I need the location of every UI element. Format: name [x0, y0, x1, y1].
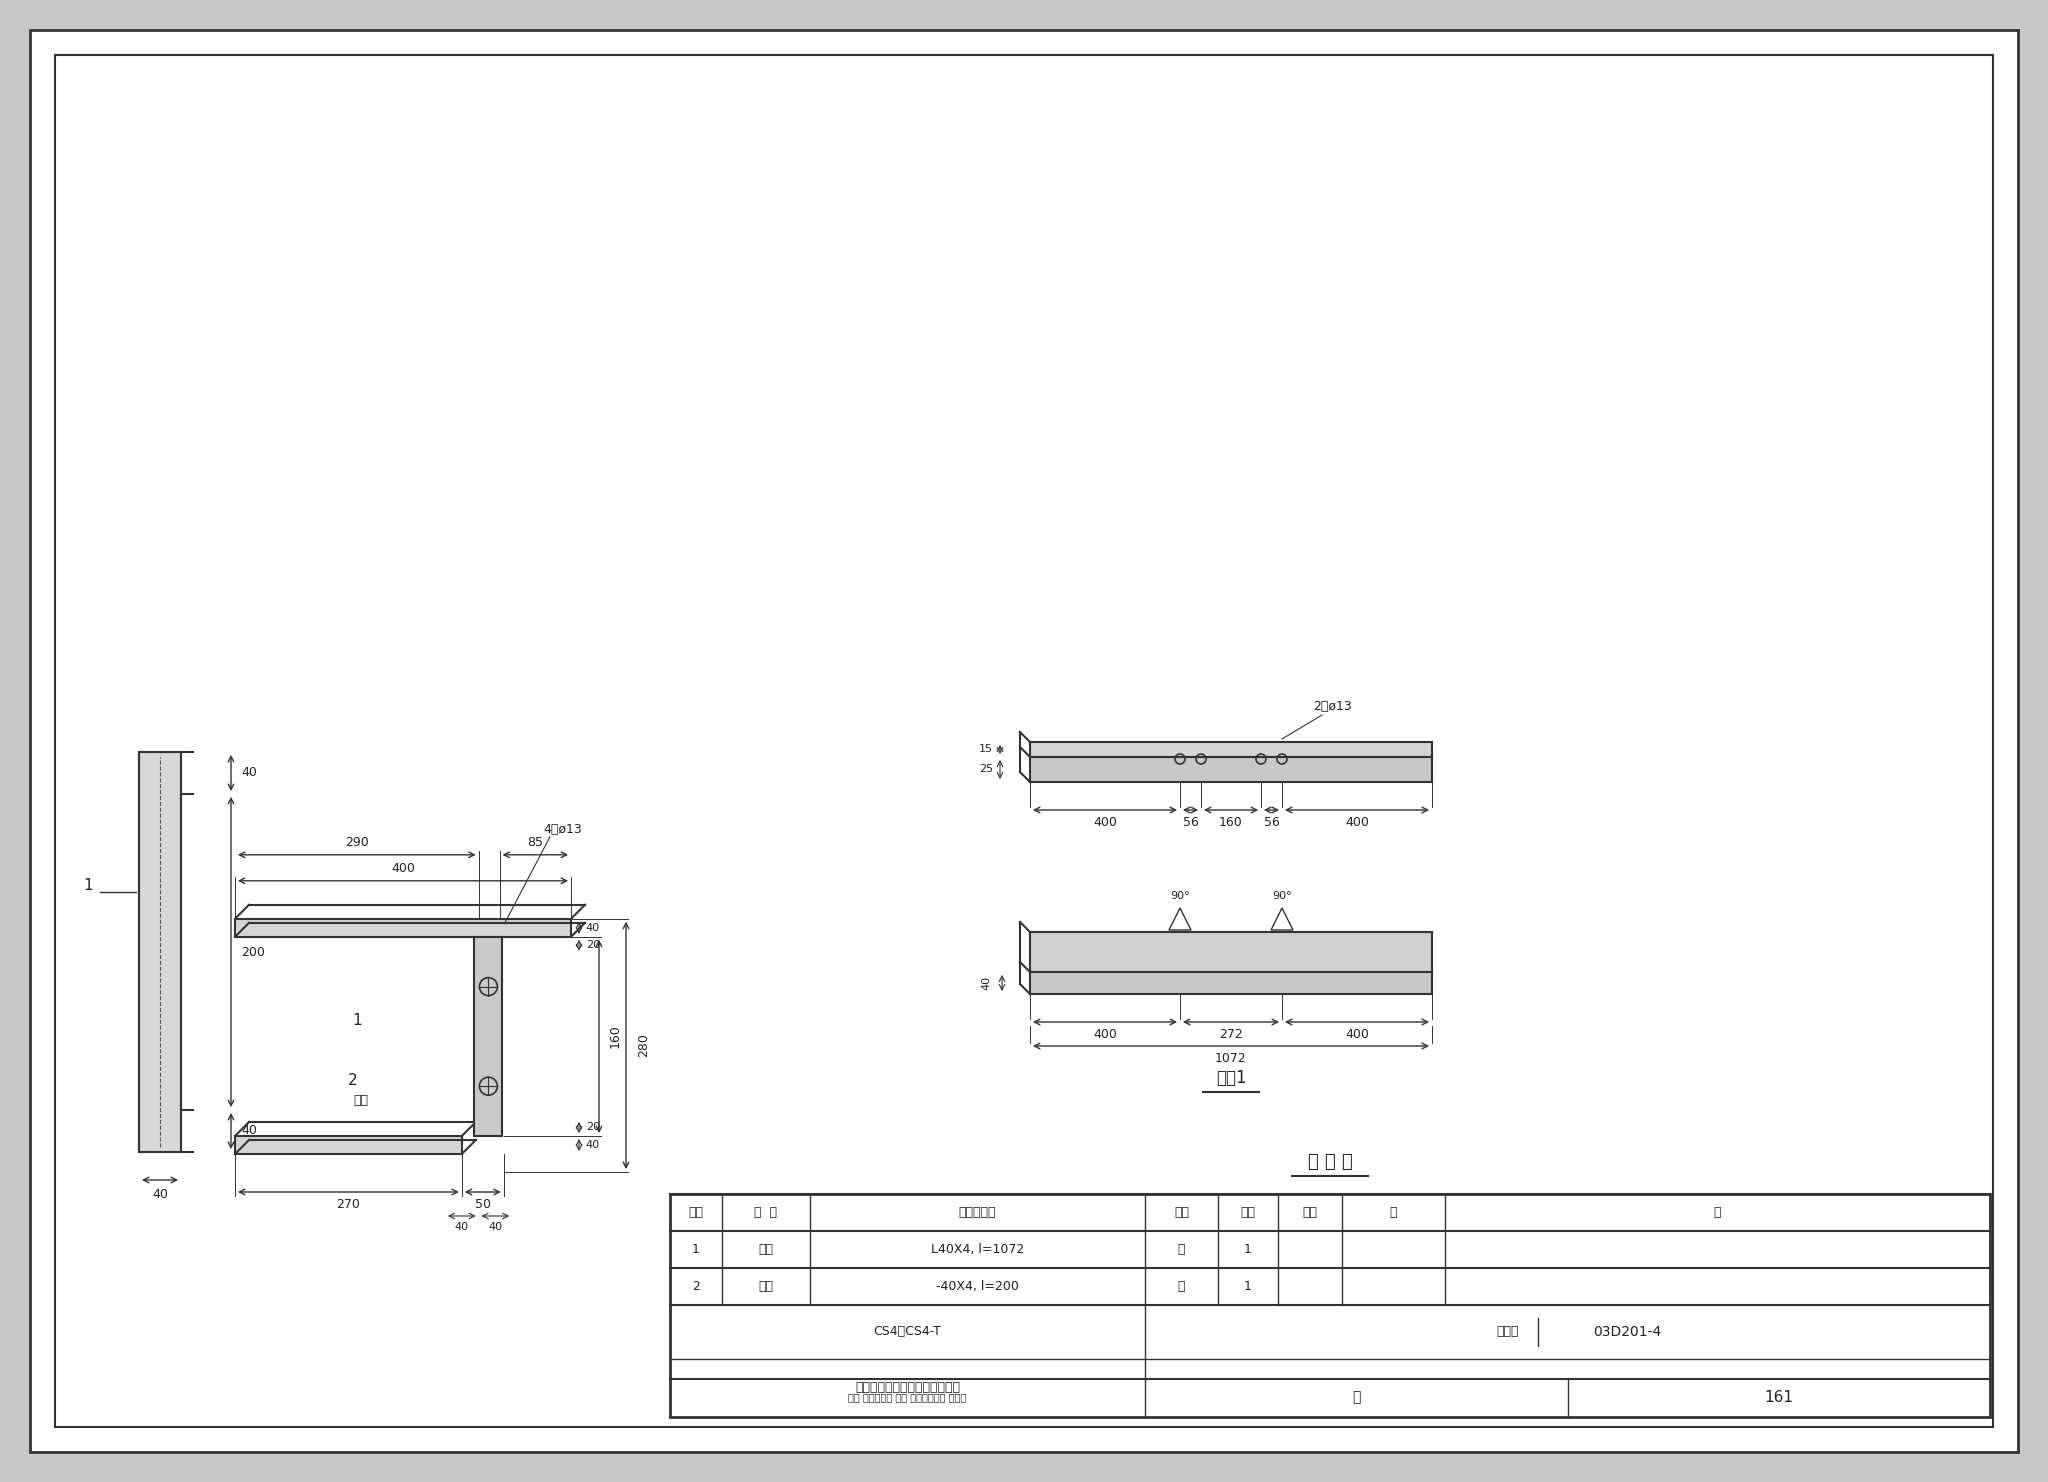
Text: 160: 160 [608, 1024, 621, 1048]
Bar [236, 919, 571, 937]
Text: 手力操动机构在墙上的安装支架: 手力操动机构在墙上的安装支架 [854, 1381, 961, 1395]
Text: 161: 161 [1763, 1390, 1794, 1405]
Bar [475, 937, 502, 1137]
Text: 40: 40 [487, 1223, 502, 1232]
Bar [139, 751, 180, 1152]
Text: 1: 1 [1243, 1243, 1251, 1257]
Bar [1030, 742, 1432, 757]
Text: 40: 40 [152, 1187, 168, 1200]
Text: CS4、CS4-T: CS4、CS4-T [874, 1325, 942, 1338]
Text: 40: 40 [586, 1140, 600, 1150]
Text: 270: 270 [336, 1199, 360, 1211]
Text: 20: 20 [586, 940, 600, 950]
Text: 280: 280 [637, 1033, 651, 1057]
Text: 根: 根 [1178, 1243, 1186, 1257]
Text: 400: 400 [1094, 817, 1116, 830]
Text: L40X4, l=1072: L40X4, l=1072 [932, 1243, 1024, 1257]
Bar [1030, 757, 1432, 782]
Text: 名  称: 名 称 [754, 1206, 778, 1220]
Bar [1030, 932, 1432, 972]
Text: 90°: 90° [1272, 891, 1292, 901]
Bar [236, 1137, 461, 1154]
Text: 290: 290 [344, 836, 369, 849]
Text: 1: 1 [352, 1012, 362, 1029]
Text: 50: 50 [475, 1199, 492, 1211]
Text: 审核 专业负责人 校对 张可东、设计 程务鲁: 审核 专业负责人 校对 张可东、设计 程务鲁 [848, 1392, 967, 1402]
Text: 400: 400 [1094, 1029, 1116, 1042]
Text: 数量: 数量 [1241, 1206, 1255, 1220]
Bar [139, 751, 180, 1152]
Text: 页: 页 [1352, 1390, 1360, 1403]
Text: 零件1: 零件1 [1217, 1069, 1247, 1086]
Text: 85: 85 [526, 836, 543, 849]
Text: 2: 2 [348, 1073, 358, 1088]
Text: 40: 40 [981, 977, 991, 990]
Text: 1: 1 [84, 879, 92, 894]
Text: 40: 40 [242, 766, 256, 780]
Text: 2孔ø13: 2孔ø13 [1313, 701, 1352, 713]
Text: 400: 400 [391, 863, 416, 876]
Text: 扁钢: 扁钢 [758, 1280, 774, 1292]
Text: 页次: 页次 [1303, 1206, 1317, 1220]
Text: 400: 400 [1346, 817, 1368, 830]
Text: 1: 1 [1243, 1280, 1251, 1292]
Text: 40: 40 [455, 1223, 469, 1232]
Text: 25: 25 [979, 765, 993, 775]
Text: 272: 272 [1219, 1029, 1243, 1042]
Text: 03D201-4: 03D201-4 [1593, 1325, 1661, 1338]
Text: 56: 56 [1182, 817, 1198, 830]
Text: 90°: 90° [1169, 891, 1190, 901]
Text: 图集号: 图集号 [1497, 1325, 1520, 1338]
Text: 4孔ø13: 4孔ø13 [543, 824, 582, 836]
Text: 1072: 1072 [1214, 1052, 1247, 1066]
Text: 15: 15 [979, 744, 993, 754]
Text: 20: 20 [586, 1122, 600, 1132]
Text: 400: 400 [1346, 1029, 1368, 1042]
Text: -40X4, l=200: -40X4, l=200 [936, 1280, 1020, 1292]
Text: 序号: 序号 [688, 1206, 705, 1220]
Polygon shape [1272, 908, 1292, 931]
Text: 明 细 表: 明 细 表 [1307, 1153, 1352, 1171]
Text: 2: 2 [692, 1280, 700, 1292]
Bar [1030, 972, 1432, 994]
Text: 备: 备 [1391, 1206, 1397, 1220]
Text: 角钢: 角钢 [758, 1243, 774, 1257]
Text: 40: 40 [242, 1125, 256, 1138]
Polygon shape [1169, 908, 1192, 931]
Text: 注: 注 [1714, 1206, 1720, 1220]
Bar [670, 1194, 1991, 1417]
Text: 200: 200 [242, 946, 264, 959]
Text: 型号及规格: 型号及规格 [958, 1206, 995, 1220]
Text: 40: 40 [586, 923, 600, 932]
Text: 160: 160 [1219, 817, 1243, 830]
Text: 单位: 单位 [1174, 1206, 1190, 1220]
Text: 56: 56 [1264, 817, 1280, 830]
Text: 根: 根 [1178, 1280, 1186, 1292]
Text: 1: 1 [692, 1243, 700, 1257]
Text: 焊接: 焊接 [352, 1094, 369, 1107]
